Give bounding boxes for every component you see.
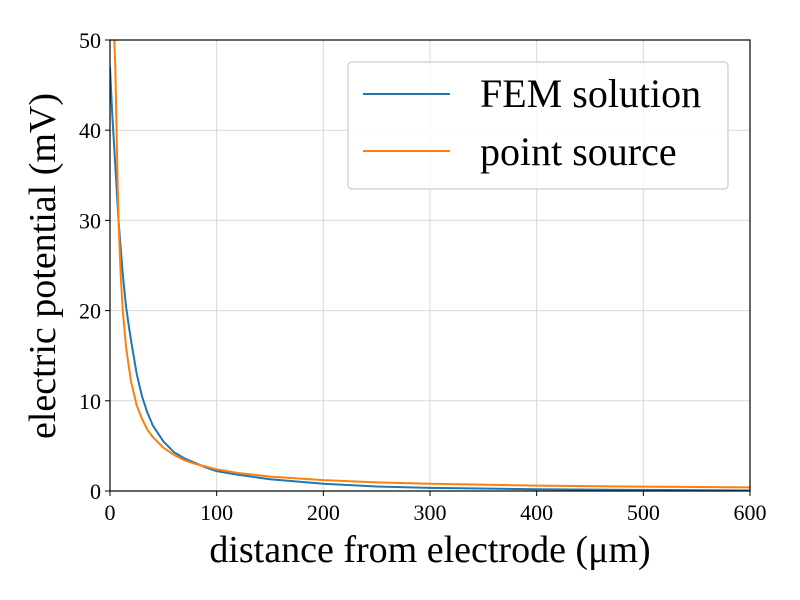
- legend-label-fem: FEM solution: [480, 71, 701, 116]
- x-tick-label: 400: [520, 500, 553, 525]
- y-tick-label: 20: [79, 299, 101, 324]
- x-tick-label: 200: [307, 500, 340, 525]
- legend: FEM solution point source: [347, 61, 729, 190]
- x-tick-label: 600: [734, 500, 767, 525]
- y-tick-label: 10: [79, 389, 101, 414]
- ticks: 0 100 200 300 400 500 600 0 10 20 30 40 50: [79, 28, 767, 525]
- x-tick-label: 100: [200, 500, 233, 525]
- y-tick-label: 40: [79, 118, 101, 143]
- series-layer: [110, 40, 750, 491]
- y-tick-label: 0: [90, 479, 101, 504]
- x-axis-label: distance from electrode (μm): [209, 529, 650, 571]
- x-tick-label: 300: [414, 500, 447, 525]
- series-line-fem: [110, 67, 750, 491]
- series-line-point-source: [113, 40, 750, 489]
- y-axis-label: electric potential (mV): [22, 93, 64, 439]
- y-tick-label: 50: [79, 28, 101, 53]
- legend-label-point-source: point source: [480, 129, 677, 174]
- x-tick-label: 500: [627, 500, 660, 525]
- x-tick-label: 0: [105, 500, 116, 525]
- y-tick-label: 30: [79, 208, 101, 233]
